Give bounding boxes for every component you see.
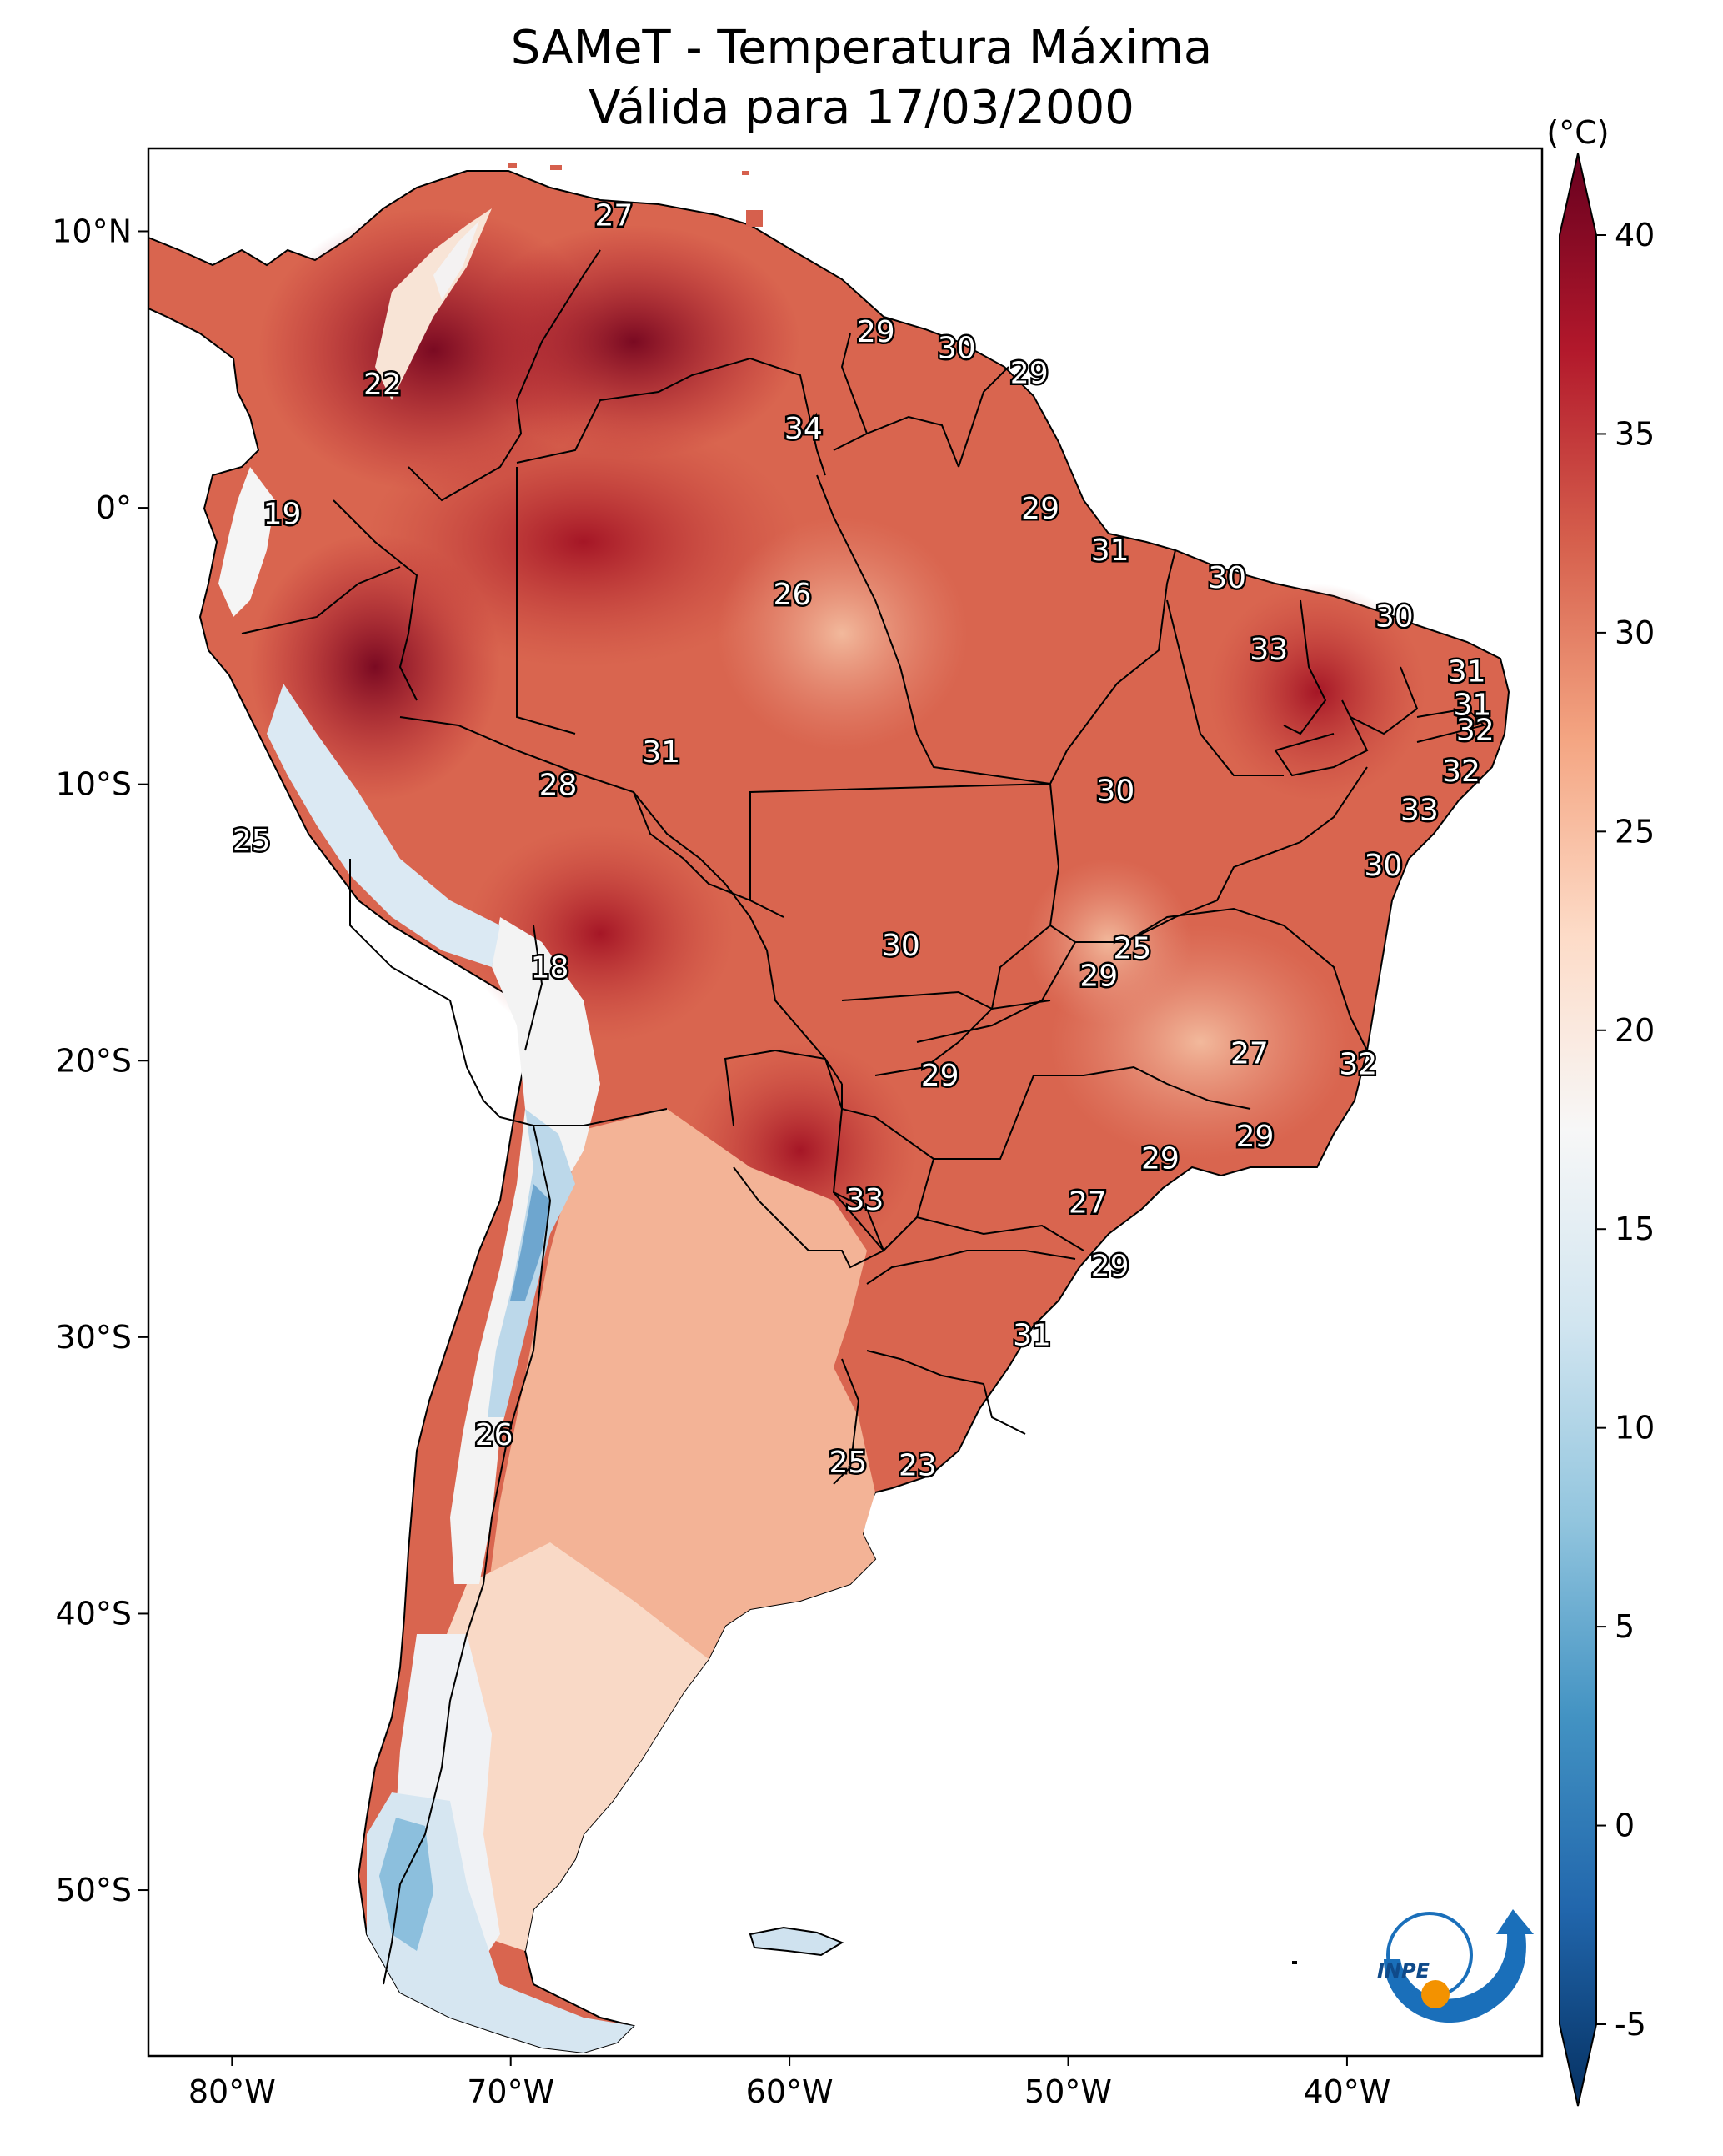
contour-label: 31	[1448, 655, 1486, 689]
contour-label: 25	[233, 824, 271, 858]
contour-label: 30	[882, 929, 920, 963]
contour-label: 25	[829, 1446, 867, 1480]
contour-label: 33	[1400, 794, 1439, 828]
logo-dot	[1421, 1980, 1450, 2008]
contour-label: 27	[1069, 1186, 1107, 1220]
contour-label: 31	[1013, 1319, 1051, 1353]
contour-label: 33	[846, 1183, 884, 1217]
contour-label: 19	[263, 498, 302, 532]
contour-label: 29	[1010, 357, 1049, 391]
colorbar-tick-label: 10	[1615, 1410, 1655, 1447]
lon-tick-label: 40°W	[1303, 2073, 1390, 2110]
contour-label: 29	[1021, 492, 1059, 526]
colorbar-tick-label: 35	[1615, 415, 1655, 452]
contour-label: 25	[1114, 931, 1152, 965]
colorbar-tick-label: 15	[1615, 1211, 1655, 1247]
lat-tick-label: 0°	[96, 489, 132, 526]
contour-label: 30	[1208, 561, 1246, 595]
contour-label: 29	[857, 315, 895, 349]
map-title: SAMeT - Temperatura Máxima Válida para 1…	[0, 18, 1723, 138]
contour-label: 27	[595, 199, 634, 233]
political-borders	[241, 249, 1485, 1985]
contour-label: 27	[1230, 1036, 1269, 1070]
contour-label: 32	[1442, 755, 1480, 789]
lon-tick-label: 50°W	[1024, 2073, 1112, 2110]
lat-tick-label: 10°S	[56, 766, 132, 803]
colorbar-tick-label: 40	[1615, 217, 1655, 253]
contour-label: 31	[642, 735, 680, 770]
colorbar-tick-label: -5	[1615, 2006, 1646, 2043]
lat-tick-label: 30°S	[56, 1319, 132, 1356]
lat-tick-label: 20°S	[56, 1042, 132, 1079]
contour-label: 22	[363, 368, 402, 402]
title-line-2: Válida para 17/03/2000	[589, 81, 1134, 135]
contour-label: 30	[938, 332, 976, 366]
contour-label: 32	[1456, 713, 1495, 747]
land-layer	[148, 163, 1510, 2054]
lon-tick-label: 70°W	[467, 2073, 554, 2110]
colorbar-tick-label: 20	[1615, 1012, 1655, 1049]
contour-label: 30	[1375, 599, 1414, 634]
lat-tick-label: 10°N	[52, 213, 132, 249]
contour-label: 26	[475, 1418, 513, 1452]
colorbar-tick-label: 0	[1615, 1808, 1635, 1844]
contour-label: 34	[784, 412, 823, 446]
contour-label: 18	[531, 951, 569, 985]
contour-label: 29	[1236, 1120, 1275, 1154]
lat-tick-label: 40°S	[56, 1595, 132, 1632]
contour-label: 28	[539, 769, 578, 803]
contour-label: 26	[774, 578, 812, 612]
contour-label: 30	[1364, 849, 1402, 883]
colorbar: 40 35 30 25 20 15 10 5 0 -5 (°C)	[1546, 114, 1655, 2107]
longitude-axis: 80°W 70°W 60°W 50°W 40°W	[188, 2056, 1390, 2110]
colorbar-tick-label: 25	[1615, 813, 1655, 850]
lat-tick-label: 50°S	[56, 1872, 132, 1908]
title-line-1: SAMeT - Temperatura Máxima	[510, 21, 1213, 75]
map-frame	[147, 147, 1544, 2058]
colorbar-tick-label: 30	[1615, 614, 1655, 651]
contour-label: 31	[1453, 689, 1491, 723]
contour-label: 29	[1141, 1141, 1180, 1176]
lon-tick-label: 80°W	[188, 2073, 276, 2110]
colorbar-ticks: 40 35 30 25 20 15 10 5 0 -5	[1596, 217, 1655, 2043]
colorbar-tick-label: 5	[1615, 1608, 1635, 1645]
lon-tick-label: 60°W	[746, 2073, 834, 2110]
colorbar-unit: (°C)	[1546, 114, 1609, 151]
contour-label: 31	[1091, 534, 1129, 568]
contour-label: 29	[921, 1059, 959, 1093]
contour-label: 33	[1250, 633, 1288, 667]
colorbar-scale	[1559, 153, 1597, 2107]
logo-text: INPE	[1377, 1959, 1430, 1983]
contour-label: 30	[1096, 774, 1134, 808]
contour-label: 29	[1079, 959, 1118, 993]
contour-label: 29	[1091, 1250, 1129, 1284]
contour-label: 23	[899, 1448, 937, 1482]
latitude-axis: 10°N 0° 10°S 20°S 30°S 40°S 50°S	[52, 213, 148, 1908]
islands	[508, 163, 1297, 1964]
inpe-logo: INPE	[1377, 1909, 1534, 2023]
contour-label: 32	[1339, 1048, 1377, 1082]
